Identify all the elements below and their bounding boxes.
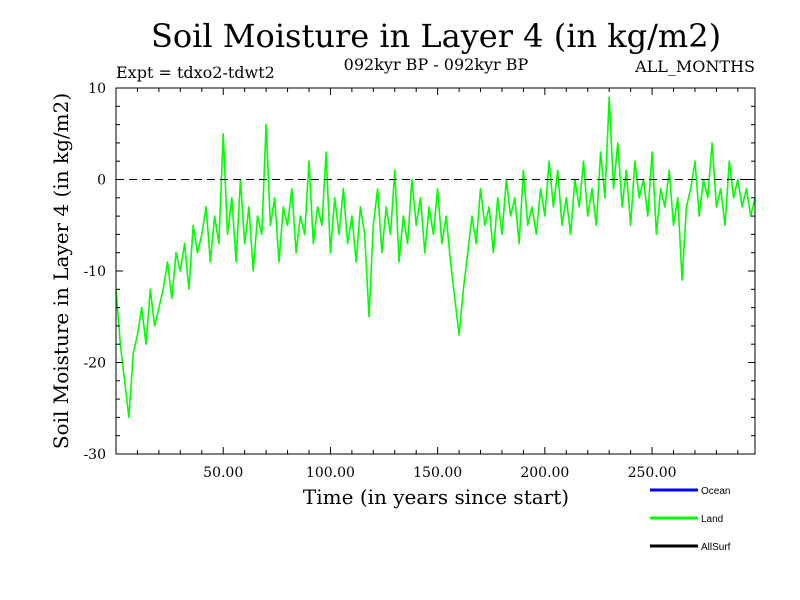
- legend-label-land: Land: [701, 514, 723, 525]
- y-tick-label: -20: [83, 356, 106, 372]
- y-tick-label: 10: [88, 81, 106, 97]
- chart-subtitle-left: Expt = tdxo2-tdwt2: [116, 63, 275, 82]
- legend-label-allsurf: AllSurf: [701, 542, 731, 553]
- chart-subtitle-right: ALL_MONTHS: [634, 57, 755, 76]
- y-tick-label: -30: [83, 447, 106, 463]
- series-line-land: [115, 96, 756, 419]
- y-axis-label: Soil Moisture in Layer 4 (in kg/m2): [49, 93, 73, 449]
- x-tick-label: 250.00: [628, 465, 677, 481]
- y-tick-label: -10: [83, 264, 106, 280]
- x-tick-label: 50.00: [203, 465, 243, 481]
- chart-title: Soil Moisture in Layer 4 (in kg/m2): [151, 17, 721, 55]
- x-axis-label: Time (in years since start): [303, 485, 569, 509]
- plot-frame: [115, 87, 756, 455]
- legend-label-ocean: Ocean: [701, 486, 730, 497]
- legend: Ocean Land AllSurf: [650, 486, 731, 553]
- x-tick-label: 200.00: [520, 465, 569, 481]
- chart-subtitle-center: 092kyr BP - 092kyr BP: [344, 55, 529, 74]
- y-tick-label: 0: [97, 173, 106, 189]
- x-tick-label: 100.00: [306, 465, 355, 481]
- x-tick-label: 150.00: [413, 465, 462, 481]
- plot-area: -30 -20 -10 0 10 50.00 100.00 150.00 200.00 250.0…: [83, 81, 756, 481]
